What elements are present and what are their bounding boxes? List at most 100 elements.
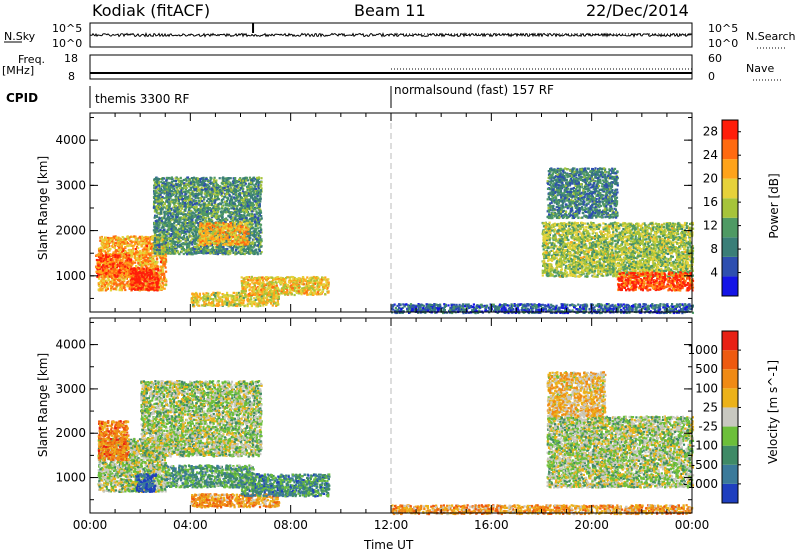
data-cell — [149, 280, 151, 282]
data-cell — [128, 239, 130, 241]
data-cell — [100, 249, 102, 251]
data-cell — [102, 264, 104, 266]
data-cell — [192, 193, 194, 195]
data-cell — [131, 288, 133, 290]
data-cell — [186, 247, 188, 249]
data-cell — [139, 255, 141, 257]
data-cell — [152, 236, 154, 238]
data-cell — [239, 216, 241, 218]
data-cell — [195, 234, 197, 236]
data-cell — [114, 274, 116, 276]
data-cell — [104, 245, 106, 247]
data-cell — [165, 267, 167, 269]
data-cell — [199, 211, 201, 213]
data-cell — [170, 228, 172, 230]
data-cell — [256, 240, 258, 242]
data-cell — [146, 251, 148, 253]
data-cell — [170, 233, 172, 235]
data-cell — [226, 200, 228, 202]
data-cell — [165, 251, 167, 253]
data-cell — [206, 191, 208, 193]
data-cell — [148, 272, 150, 274]
data-cell — [232, 206, 234, 208]
data-cell — [224, 211, 226, 213]
data-cell — [118, 242, 120, 244]
data-cell — [110, 276, 112, 278]
data-cell — [166, 249, 168, 251]
data-cell — [149, 269, 151, 271]
data-cell — [174, 250, 176, 252]
data-cell — [175, 177, 177, 179]
data-cell — [208, 202, 210, 204]
data-cell — [178, 245, 180, 247]
data-cell — [209, 188, 211, 190]
data-cell — [259, 239, 261, 241]
data-cell — [149, 254, 151, 256]
data-cell — [119, 269, 121, 271]
data-cell — [221, 206, 223, 208]
data-cell — [153, 248, 155, 250]
data-cell — [239, 182, 241, 184]
data-cell — [188, 230, 190, 232]
data-cell — [199, 218, 201, 220]
data-cell — [138, 276, 140, 278]
data-cell — [114, 254, 116, 256]
data-cell — [149, 238, 151, 240]
data-cell — [214, 196, 216, 198]
data-cell — [239, 184, 241, 186]
data-cell — [114, 268, 116, 270]
data-cell — [125, 274, 127, 276]
data-cell — [165, 271, 167, 273]
data-cell — [156, 186, 158, 188]
data-cell — [248, 214, 250, 216]
data-cell — [252, 177, 254, 179]
data-cell — [260, 177, 262, 179]
data-cell — [162, 253, 164, 255]
data-cell — [252, 242, 254, 244]
data-cell — [163, 217, 165, 219]
data-cell — [179, 187, 181, 189]
data-cell — [112, 266, 114, 268]
data-cell — [212, 246, 214, 248]
data-cell — [259, 196, 261, 198]
data-cell — [163, 273, 165, 275]
data-cell — [115, 242, 117, 244]
data-cell — [170, 219, 172, 221]
data-cell — [236, 213, 238, 215]
data-cell — [131, 286, 133, 288]
data-cell — [250, 182, 252, 184]
data-cell — [162, 282, 164, 284]
data-cell — [126, 282, 128, 284]
data-cell — [137, 262, 139, 264]
data-cell — [250, 188, 252, 190]
data-cell — [236, 205, 238, 207]
data-cell — [173, 192, 175, 194]
data-cell — [104, 275, 106, 277]
data-cell — [193, 189, 195, 191]
data-cell — [131, 282, 133, 284]
data-cell — [194, 209, 196, 211]
data-cell — [102, 250, 104, 252]
data-cell — [234, 188, 236, 190]
data-cell — [134, 284, 136, 286]
data-cell — [111, 279, 113, 281]
data-cell — [132, 262, 134, 264]
data-cell — [220, 203, 222, 205]
data-cell — [155, 177, 157, 179]
data-cell — [214, 177, 216, 179]
data-cell — [241, 185, 243, 187]
data-cell — [120, 238, 122, 240]
data-cell — [207, 207, 209, 209]
data-cell — [168, 199, 170, 201]
data-cell — [127, 252, 129, 254]
data-cell — [260, 253, 262, 255]
data-cell — [141, 245, 143, 247]
data-cell — [176, 216, 178, 218]
data-cell — [260, 229, 262, 231]
data-cell — [124, 287, 126, 289]
data-cell — [153, 193, 155, 195]
data-cell — [107, 282, 109, 284]
data-cell — [136, 257, 138, 259]
data-cell — [97, 254, 99, 256]
data-cell — [137, 247, 139, 249]
